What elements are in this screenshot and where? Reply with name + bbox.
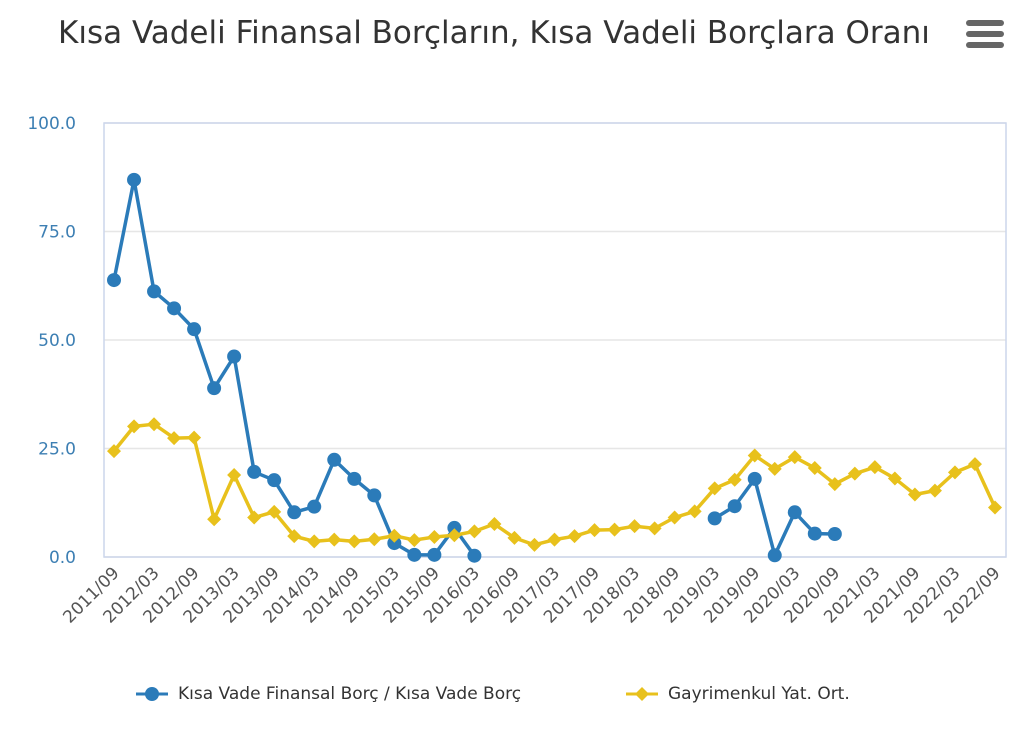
data-point[interactable] [607, 522, 622, 537]
data-point[interactable] [307, 534, 322, 549]
plot-border [103, 122, 1007, 558]
legend-label-series-2: Gayrimenkul Yat. Ort. [668, 684, 850, 704]
data-point[interactable] [787, 505, 802, 520]
data-point[interactable] [407, 533, 422, 548]
legend-item-series-1[interactable]: Kısa Vade Finansal Borç / Kısa Vade Borç [136, 676, 521, 712]
data-point[interactable] [767, 548, 782, 563]
data-point[interactable] [167, 431, 182, 446]
series-1 [107, 172, 842, 563]
data-point[interactable] [207, 381, 222, 396]
data-point[interactable] [367, 488, 382, 503]
data-point[interactable] [547, 532, 562, 547]
data-point[interactable] [427, 547, 442, 562]
data-point[interactable] [988, 500, 1002, 515]
data-point[interactable] [307, 499, 322, 514]
data-point[interactable] [507, 530, 522, 545]
data-point[interactable] [427, 530, 442, 545]
data-point[interactable] [867, 460, 882, 475]
data-point[interactable] [187, 430, 202, 445]
data-point[interactable] [407, 547, 422, 562]
data-point[interactable] [927, 483, 942, 498]
data-point[interactable] [807, 526, 822, 541]
series-line [112, 422, 997, 547]
legend-diamond-marker-icon [626, 687, 658, 701]
data-point[interactable] [367, 532, 382, 547]
data-point[interactable] [467, 548, 482, 563]
data-point[interactable] [267, 504, 282, 519]
y-tick-label: 0.0 [49, 548, 76, 568]
legend-circle-marker-icon [136, 687, 168, 701]
data-point[interactable] [667, 510, 682, 525]
data-point[interactable] [167, 301, 182, 316]
y-axis-labels: 0.0 25.0 50.0 75.0 100.0 [27, 114, 76, 568]
data-point[interactable] [727, 472, 742, 487]
y-tick-label: 50.0 [38, 331, 76, 351]
series-line [112, 178, 476, 557]
data-point[interactable] [767, 461, 782, 476]
data-point[interactable] [247, 464, 262, 479]
data-point[interactable] [907, 487, 922, 502]
grid-lines [104, 122, 1006, 558]
y-tick-label: 75.0 [38, 223, 76, 243]
data-point[interactable] [287, 529, 302, 544]
data-point[interactable] [127, 419, 142, 434]
data-point[interactable] [227, 467, 242, 482]
series-line [713, 477, 835, 558]
y-tick-label: 100.0 [27, 114, 76, 134]
legend-label-series-1: Kısa Vade Finansal Borç / Kısa Vade Borç [178, 684, 522, 704]
chart-title: Kısa Vadeli Finansal Borçların, Kısa Vad… [58, 15, 930, 51]
legend: Kısa Vade Finansal Borç / Kısa Vade Borç… [0, 676, 1022, 712]
data-point[interactable] [347, 534, 362, 549]
legend-item-series-2[interactable]: Gayrimenkul Yat. Ort. [626, 676, 850, 712]
series-2 [107, 417, 1002, 552]
data-point[interactable] [267, 473, 282, 488]
data-point[interactable] [127, 172, 142, 187]
data-point[interactable] [107, 273, 121, 288]
data-point[interactable] [227, 349, 242, 364]
data-point[interactable] [447, 528, 462, 543]
data-point[interactable] [527, 537, 542, 552]
data-point[interactable] [587, 523, 602, 538]
data-point[interactable] [107, 444, 121, 459]
data-point[interactable] [147, 417, 162, 432]
data-point[interactable] [707, 511, 722, 526]
data-point[interactable] [947, 465, 962, 480]
data-point[interactable] [247, 510, 262, 525]
series-layer [107, 172, 1002, 563]
data-point[interactable] [887, 471, 902, 486]
data-point[interactable] [467, 524, 482, 539]
data-point[interactable] [287, 505, 302, 520]
data-point[interactable] [647, 521, 662, 536]
data-point[interactable] [967, 457, 982, 472]
data-point[interactable] [327, 452, 342, 467]
data-point[interactable] [347, 471, 362, 486]
data-point[interactable] [387, 528, 402, 543]
data-point[interactable] [327, 532, 342, 547]
data-point[interactable] [207, 512, 222, 527]
data-point[interactable] [787, 450, 802, 465]
hamburger-menu-icon[interactable] [966, 20, 1004, 56]
data-point[interactable] [707, 481, 722, 496]
data-point[interactable] [847, 466, 862, 481]
data-point[interactable] [747, 448, 762, 463]
data-point[interactable] [687, 504, 702, 519]
data-point[interactable] [387, 536, 402, 551]
line-chart: 0.0 25.0 50.0 75.0 100.0 2011/092012/032012/… [27, 114, 1007, 627]
data-point[interactable] [727, 499, 742, 514]
data-point[interactable] [567, 529, 582, 544]
x-axis-labels: 2011/092012/032012/092013/032013/092014/… [59, 563, 1004, 627]
data-point[interactable] [187, 322, 202, 337]
data-point[interactable] [807, 461, 822, 476]
data-point[interactable] [827, 477, 842, 492]
y-tick-label: 25.0 [38, 440, 76, 460]
data-point[interactable] [627, 519, 642, 534]
data-point[interactable] [147, 284, 162, 299]
data-point[interactable] [827, 526, 842, 541]
data-point[interactable] [447, 520, 462, 535]
data-point[interactable] [747, 471, 762, 486]
data-point[interactable] [487, 517, 502, 532]
